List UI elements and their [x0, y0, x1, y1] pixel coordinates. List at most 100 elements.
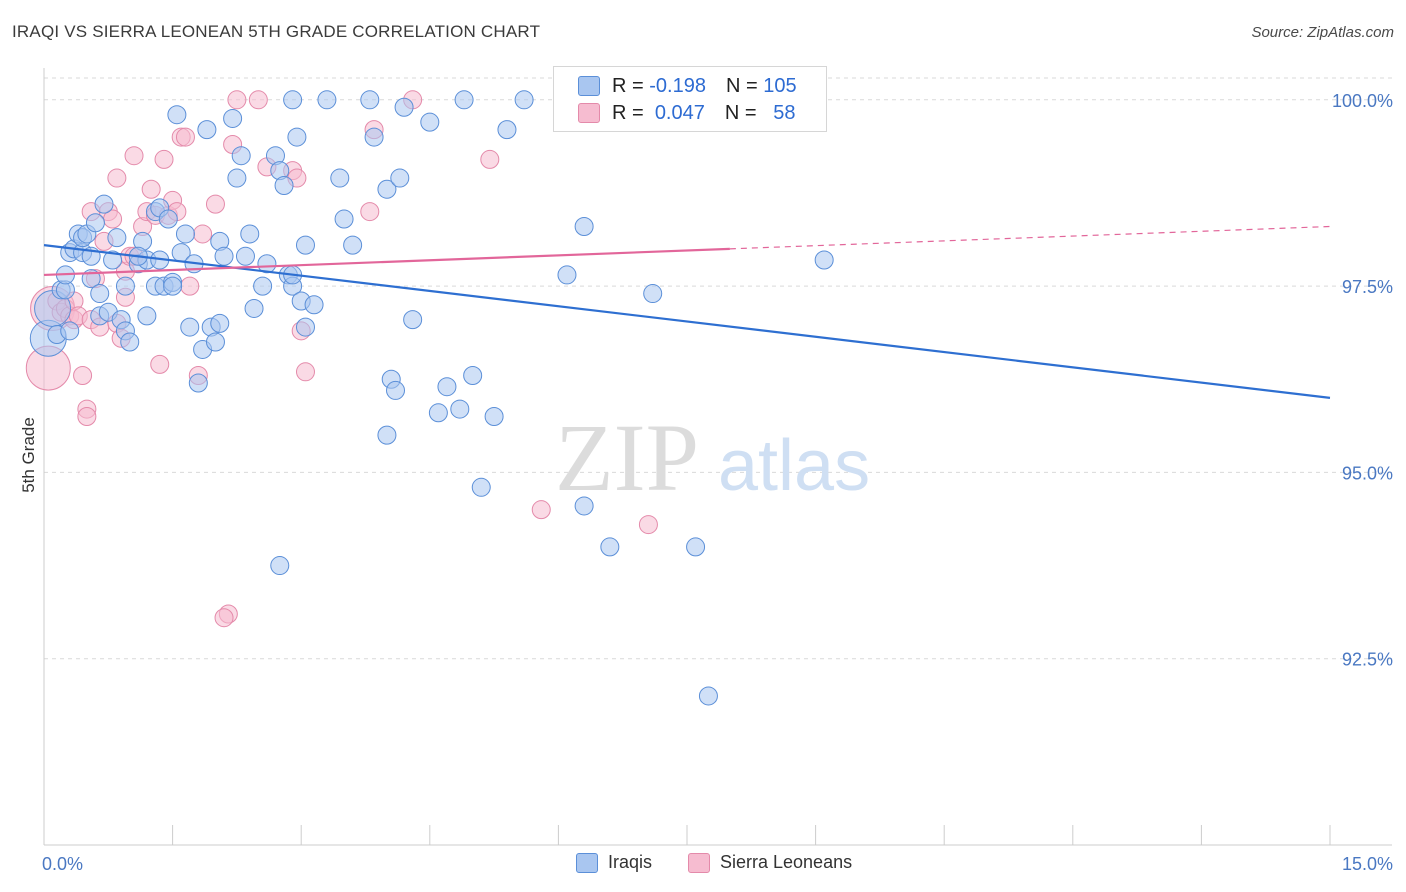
- sierra-point: [77, 407, 97, 427]
- x-tick-label: 0.0%: [42, 854, 83, 874]
- legend-r-label: R =: [612, 101, 644, 124]
- iraqis-legend-swatch-icon: [576, 852, 598, 873]
- sierra-point: [531, 500, 551, 520]
- iraqis-point: [287, 127, 307, 147]
- iraqis-point: [115, 276, 135, 296]
- iraqis-point: [343, 235, 363, 255]
- iraqis-point: [210, 313, 230, 333]
- y-tick-label: 95.0%: [1342, 463, 1393, 483]
- iraqis-point: [188, 373, 208, 393]
- iraqis-point: [334, 209, 354, 229]
- sierra-point: [180, 276, 200, 296]
- legend-n-label: N =: [725, 74, 758, 97]
- legend-r-value: 0.047: [654, 101, 705, 124]
- legend-r-label: R =: [612, 74, 644, 97]
- iraqis-point: [450, 399, 470, 419]
- correlation-legend: R = -0.198 N = 105 R = 0.047 N = 58: [553, 66, 827, 132]
- sierra-point: [227, 90, 247, 110]
- legend-item-sierra-leoneans[interactable]: Sierra Leoneans: [688, 852, 852, 873]
- iraqis-point: [360, 90, 380, 110]
- iraqis-point: [283, 90, 303, 110]
- iraqis-point: [403, 310, 423, 330]
- legend-row-sierra-leoneans: R = 0.047 N = 58: [578, 100, 795, 126]
- legend-label-sierra-leoneans: Sierra Leoneans: [720, 852, 853, 872]
- iraqis-point: [205, 332, 225, 352]
- sierra-point: [193, 224, 213, 244]
- iraqis-point: [574, 496, 594, 516]
- sierra-point: [638, 515, 658, 535]
- sierra-swatch-icon: [578, 103, 600, 123]
- series-iraqis: [29, 90, 834, 706]
- iraqis-point: [330, 168, 350, 188]
- iraqis-point: [103, 250, 123, 270]
- iraqis-point: [137, 306, 157, 326]
- sierra-point: [73, 366, 93, 386]
- iraqis-point: [270, 556, 290, 576]
- tick-labels: 92.5% 95.0% 97.5% 100.0% 0.0% 15.0%: [42, 91, 1393, 874]
- iraqis-point: [471, 477, 491, 497]
- legend-n-value: 105: [763, 74, 797, 97]
- axes: [43, 68, 1392, 846]
- iraqis-point: [420, 112, 440, 132]
- iraqis-point: [244, 298, 264, 318]
- iraqis-point: [295, 235, 315, 255]
- iraqis-point: [227, 168, 247, 188]
- iraqis-point: [214, 246, 234, 266]
- iraqis-point: [163, 276, 183, 296]
- iraqis-point: [253, 276, 273, 296]
- sierra-point: [295, 362, 315, 382]
- iraqis-point: [514, 90, 534, 110]
- series-legend: Iraqis Sierra Leoneans: [0, 852, 1406, 878]
- watermark-zip: ZIP: [555, 404, 699, 511]
- sierra-trend-extension: [729, 225, 1331, 250]
- iraqis-point: [94, 194, 114, 214]
- iraqis-point: [107, 228, 127, 248]
- iraqis-point: [686, 537, 706, 557]
- sierra-point: [205, 194, 225, 214]
- y-tick-label: 100.0%: [1332, 91, 1393, 111]
- iraqis-point: [197, 120, 217, 140]
- iraqis-point: [295, 317, 315, 337]
- iraqis-point: [60, 321, 80, 341]
- watermark: ZIP atlas: [555, 404, 870, 511]
- iraqis-point: [167, 105, 187, 125]
- y-tick-label: 97.5%: [1342, 277, 1393, 297]
- iraqis-point: [223, 108, 243, 128]
- chart-title: IRAQI VS SIERRA LEONEAN 5TH GRADE CORREL…: [12, 22, 541, 41]
- sierra-point: [214, 608, 234, 628]
- iraqis-point: [274, 176, 294, 196]
- legend-item-iraqis[interactable]: Iraqis: [576, 852, 652, 873]
- legend-row-iraqis: R = -0.198 N = 105: [578, 73, 797, 99]
- iraqis-point: [364, 127, 384, 147]
- sierra-point: [150, 354, 170, 374]
- sierra-point: [480, 149, 500, 169]
- iraqis-point: [698, 686, 718, 706]
- iraqis-point: [231, 146, 251, 166]
- sierra-point: [248, 90, 268, 110]
- sierra-legend-swatch-icon: [688, 852, 710, 873]
- iraqis-point: [497, 120, 517, 140]
- iraqis-point: [814, 250, 834, 270]
- iraqis-point: [317, 90, 337, 110]
- watermark-atlas: atlas: [718, 426, 870, 506]
- iraqis-point: [463, 366, 483, 386]
- iraqis-point: [394, 97, 414, 117]
- legend-label-iraqis: Iraqis: [608, 852, 653, 872]
- sierra-point: [107, 168, 127, 188]
- legend-n-label: N =: [724, 101, 757, 124]
- sierra-point: [360, 202, 380, 222]
- iraqis-point: [390, 168, 410, 188]
- iraqis-point: [454, 90, 474, 110]
- y-tick-label: 92.5%: [1342, 650, 1393, 670]
- iraqis-point: [643, 284, 663, 304]
- iraqis-trend-line: [43, 244, 1331, 399]
- iraqis-point: [235, 246, 255, 266]
- iraqis-point: [600, 537, 620, 557]
- iraqis-point: [257, 254, 277, 274]
- x-tick-label: 15.0%: [1342, 854, 1393, 874]
- sierra-trend-line: [43, 247, 730, 277]
- sierra-point: [124, 146, 144, 166]
- sierra-point: [154, 149, 174, 169]
- iraqis-point: [377, 425, 397, 445]
